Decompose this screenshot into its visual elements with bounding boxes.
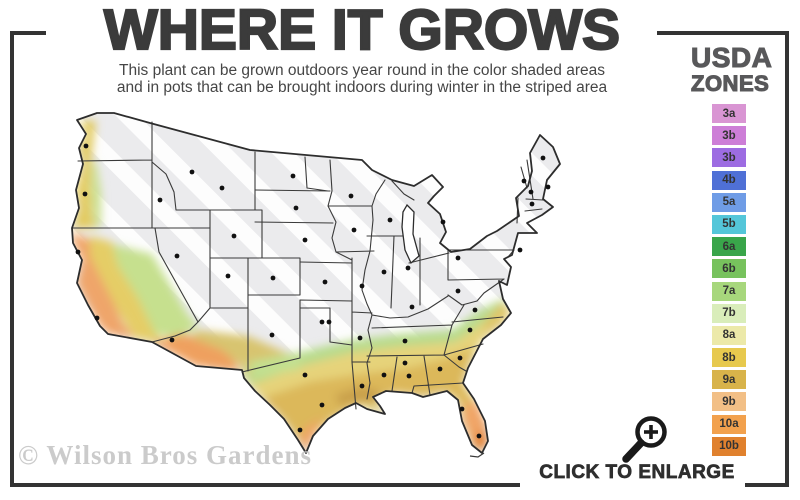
frame-top-left bbox=[10, 31, 46, 35]
subtitle: This plant can be grown outdoors year ro… bbox=[12, 62, 712, 96]
zone-swatch-5a: 5a bbox=[712, 192, 746, 212]
zone-swatch-7b: 7b bbox=[712, 303, 746, 323]
frame-right bbox=[785, 31, 789, 487]
zone-swatch-3b: 3b bbox=[712, 148, 746, 168]
lake-michigan bbox=[401, 203, 420, 265]
header: WHERE IT GROWS This plant can be grown o… bbox=[12, 0, 712, 96]
frame-left bbox=[10, 31, 14, 487]
zone-swatch-8b: 8b bbox=[712, 348, 746, 368]
legend-title: USDA ZONES bbox=[690, 42, 773, 96]
zone-swatch-8a: 8a bbox=[712, 325, 746, 345]
zone-swatch-4b: 4b bbox=[712, 170, 746, 190]
watermark: © Wilson Bros Gardens bbox=[18, 440, 312, 470]
zone-swatch-3a: 3a bbox=[712, 104, 746, 123]
zone-swatch-6a: 6a bbox=[712, 237, 746, 257]
zone-swatch-9b: 9b bbox=[712, 392, 746, 412]
click-to-enlarge-label[interactable]: CLICK TO ENLARGE bbox=[539, 462, 735, 484]
usda-zones-legend: USDA ZONES 3a 3b 3b 4b 5a 5b 6a 6b 7a 7b 8a 8b 9a 9b 1… bbox=[690, 42, 773, 459]
zone-swatch-3b: 3b bbox=[712, 126, 746, 146]
subtitle-line1: This plant can be grown outdoors year ro… bbox=[119, 62, 605, 79]
subtitle-line2: and in pots that can be brought indoors … bbox=[116, 79, 608, 96]
legend-title-line2: ZONES bbox=[690, 71, 770, 96]
magnifier-plus-icon[interactable] bbox=[605, 405, 685, 467]
legend-title-line1: USDA bbox=[690, 42, 773, 73]
zone-swatch-list: 3a 3b 3b 4b 5a 5b 6a 6b 7a 7b 8a 8b 9a 9b 10a 10b bbox=[691, 104, 767, 456]
zone-swatch-10b: 10b bbox=[712, 436, 746, 456]
zone-swatch-7a: 7a bbox=[712, 281, 746, 301]
frame-top-right bbox=[657, 31, 789, 35]
click-to-enlarge-button[interactable]: CLICK TO ENLARGE bbox=[537, 462, 737, 484]
zone-swatch-6b: 6b bbox=[712, 259, 746, 279]
zone-swatch-10a: 10a bbox=[712, 414, 746, 434]
frame-bottom-left bbox=[10, 483, 520, 487]
page-title: WHERE IT GROWS bbox=[103, 0, 621, 62]
zone-swatch-5b: 5b bbox=[712, 214, 746, 234]
city-dots bbox=[75, 143, 551, 439]
zone-swatch-9a: 9a bbox=[712, 370, 746, 390]
frame-bottom-right bbox=[745, 483, 789, 487]
